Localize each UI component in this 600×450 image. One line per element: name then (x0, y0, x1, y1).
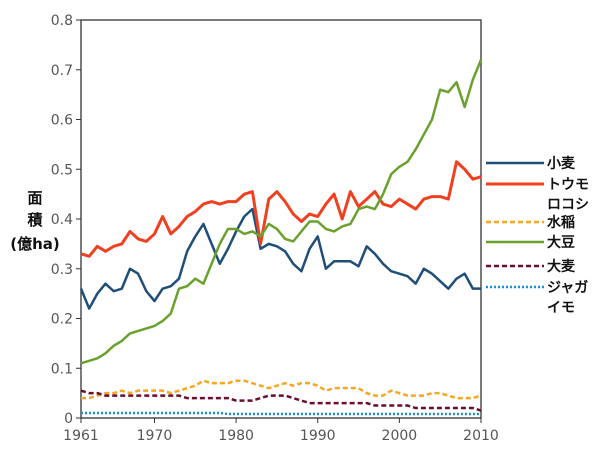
y-tick-label: 0.3 (51, 262, 73, 278)
y-axis-label-line-3: (億ha) (10, 235, 60, 253)
series-line-4 (80, 59, 483, 365)
legend-label-4: 大豆 (547, 234, 575, 251)
y-tick-label: 0.7 (51, 63, 73, 79)
series-line-3 (81, 379, 482, 400)
plot-area (79, 19, 483, 419)
x-axis: 1961 1970 1980 1990 2000 2010 (63, 418, 499, 444)
plot-frame (80, 19, 482, 419)
legend-label-2: ロコシ (547, 197, 589, 213)
x-tick-label: 1980 (218, 428, 254, 444)
y-tick-label: 0 (64, 411, 73, 427)
legend-label-6: イモ (547, 300, 575, 316)
y-tick-label: 0.6 (51, 113, 73, 129)
legend-label-3: 水稲 (547, 214, 575, 231)
x-tick-label: 2010 (463, 428, 499, 444)
y-tick-label: 0.4 (51, 212, 73, 228)
y-tick-label: 0.8 (51, 13, 73, 29)
y-tick-label: 0.5 (51, 162, 73, 178)
y-tick-label: 0.1 (51, 361, 73, 377)
x-tick-label: 1990 (300, 428, 336, 444)
y-tick-label: 0.2 (51, 312, 73, 328)
legend-label-5: 大麦 (547, 258, 576, 275)
legend-label-1: 小麦 (547, 155, 576, 172)
y-axis: 0 0.1 0.2 0.3 0.4 0.5 0.6 0.7 0.8 (51, 13, 81, 427)
y-axis-label: 面 積 (億ha) (10, 189, 60, 253)
series-line-6 (81, 411, 481, 416)
series-line-5 (80, 389, 482, 412)
x-tick-label: 1970 (137, 428, 173, 444)
x-tick-label: 1961 (63, 428, 99, 444)
x-tick-label: 2000 (382, 428, 418, 444)
y-axis-label-line-2: 積 (26, 211, 43, 229)
y-axis-label-line-1: 面 (27, 189, 42, 207)
series-line-1 (79, 207, 481, 310)
legend-label-6: ジャガ (547, 280, 588, 296)
legend-label-2: トウモ (547, 177, 589, 193)
series-line-2 (80, 160, 482, 258)
